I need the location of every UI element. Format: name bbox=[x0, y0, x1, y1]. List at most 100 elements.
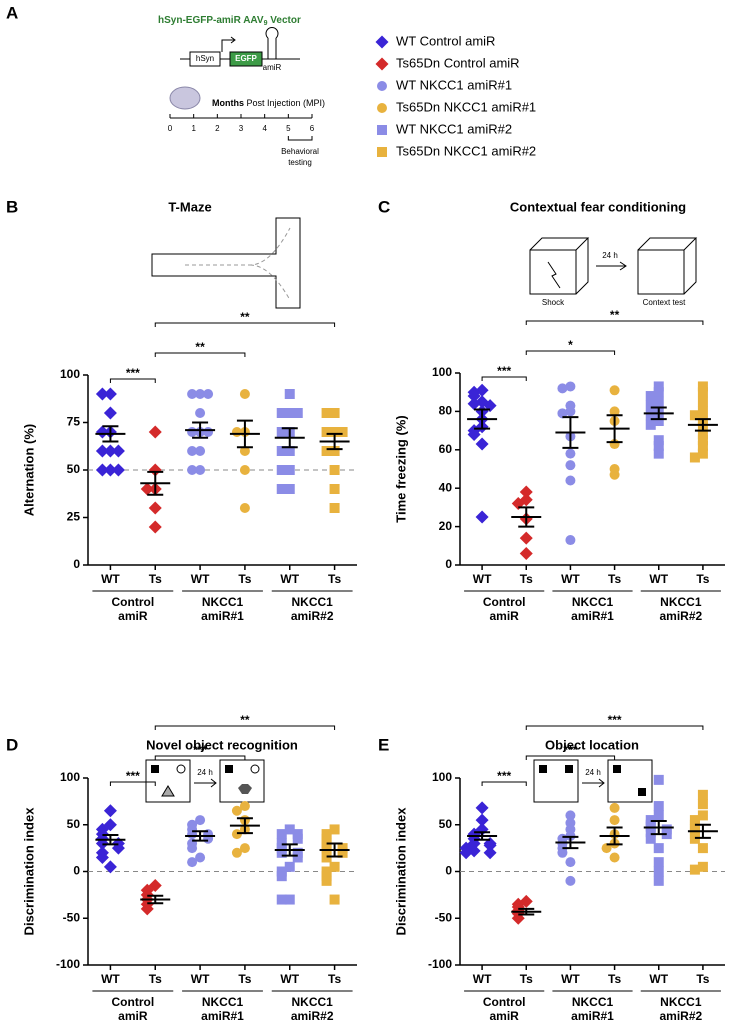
chart-title: Object location bbox=[545, 737, 639, 752]
y-axis-label: Discrimination index bbox=[393, 807, 408, 936]
point bbox=[697, 448, 708, 459]
arena bbox=[145, 759, 191, 803]
point bbox=[565, 535, 576, 546]
point bbox=[239, 389, 250, 399]
x-tick-label: Ts bbox=[696, 572, 709, 586]
significance-label: ** bbox=[240, 310, 250, 324]
point bbox=[565, 406, 576, 417]
point bbox=[689, 452, 700, 463]
legend-label: Ts65Dn Control amiR bbox=[396, 55, 520, 70]
timeline-tick-label: 3 bbox=[239, 124, 244, 133]
sem-bar bbox=[518, 506, 535, 528]
point bbox=[103, 444, 117, 458]
x-tick-label: Ts bbox=[608, 572, 621, 586]
point bbox=[276, 871, 287, 882]
sem-bar bbox=[474, 408, 491, 430]
significance-bracket bbox=[154, 755, 246, 760]
chart-title: Contextual fear conditioning bbox=[510, 199, 686, 214]
timeline-tick-label: 2 bbox=[215, 124, 220, 133]
panel-label: C bbox=[378, 197, 390, 216]
legend-label: WT Control amiR bbox=[396, 33, 495, 48]
promoter-box bbox=[189, 51, 221, 67]
point bbox=[111, 444, 125, 458]
point bbox=[653, 387, 664, 398]
group-label: amiR bbox=[118, 609, 148, 623]
significance-label: *** bbox=[497, 769, 511, 783]
point bbox=[195, 815, 206, 826]
point bbox=[601, 843, 612, 854]
point bbox=[689, 410, 700, 421]
point bbox=[329, 503, 340, 513]
sem-bar bbox=[281, 427, 298, 449]
point bbox=[195, 465, 206, 475]
group-label: Control bbox=[112, 995, 155, 1009]
significance-bracket bbox=[525, 725, 704, 730]
legend-marker bbox=[377, 147, 387, 157]
hairpin-label: amiR bbox=[263, 63, 282, 72]
group-label: NKCC1 bbox=[660, 595, 702, 609]
point bbox=[276, 484, 287, 494]
significance-bracket bbox=[525, 320, 704, 325]
timeline-tick-label: 5 bbox=[286, 124, 291, 133]
sem-bar bbox=[474, 831, 491, 841]
point bbox=[337, 847, 348, 858]
significance-bracket bbox=[109, 781, 156, 786]
point bbox=[565, 448, 576, 459]
point bbox=[653, 866, 664, 877]
timeline-note: testing bbox=[288, 158, 312, 167]
y-tick-label: 60 bbox=[439, 442, 453, 456]
sem-bar bbox=[562, 416, 579, 449]
legend-marker bbox=[375, 57, 389, 71]
timeline-tick-label: 6 bbox=[310, 124, 315, 133]
t-maze bbox=[151, 217, 301, 309]
sem-bar bbox=[192, 830, 209, 842]
legend-label: WT NKCC1 amiR#2 bbox=[396, 121, 512, 136]
x-tick-label: WT bbox=[473, 572, 492, 586]
point bbox=[329, 446, 340, 456]
chart-title: Novel object recognition bbox=[146, 737, 298, 752]
reporter-box bbox=[229, 51, 263, 67]
point bbox=[284, 894, 295, 905]
point bbox=[329, 484, 340, 494]
x-tick-label: WT bbox=[280, 572, 299, 586]
shock-icon bbox=[547, 261, 561, 289]
point bbox=[609, 385, 620, 396]
point bbox=[557, 847, 568, 858]
point bbox=[565, 475, 576, 486]
reporter-label: EGFP bbox=[235, 54, 257, 63]
x-tick-label: WT bbox=[561, 572, 580, 586]
maze-path bbox=[185, 227, 291, 301]
vector-suffix: Vector bbox=[267, 15, 300, 26]
point bbox=[653, 435, 664, 446]
point bbox=[284, 408, 295, 418]
y-tick-label: 80 bbox=[439, 404, 453, 418]
schematic-label: Shock bbox=[542, 298, 565, 307]
x-tick-label: Ts bbox=[328, 572, 341, 586]
sem-bar bbox=[236, 817, 253, 835]
point bbox=[187, 465, 198, 475]
shock-box bbox=[529, 237, 590, 295]
arrow bbox=[194, 778, 217, 788]
arena bbox=[607, 759, 653, 803]
point bbox=[519, 485, 533, 499]
point bbox=[276, 894, 287, 905]
significance-label: ** bbox=[610, 308, 620, 322]
point bbox=[231, 427, 242, 437]
point bbox=[697, 381, 708, 392]
point bbox=[653, 440, 664, 451]
point bbox=[231, 847, 242, 858]
point bbox=[565, 460, 576, 471]
sem-bar bbox=[326, 432, 343, 451]
point bbox=[609, 406, 620, 417]
context-box bbox=[637, 237, 698, 295]
object bbox=[176, 764, 186, 774]
point bbox=[645, 391, 656, 402]
point bbox=[653, 843, 664, 854]
point bbox=[475, 510, 489, 524]
point bbox=[239, 801, 250, 812]
point bbox=[95, 387, 109, 401]
group-label: amiR bbox=[489, 609, 519, 623]
point bbox=[321, 843, 332, 854]
point bbox=[653, 448, 664, 459]
